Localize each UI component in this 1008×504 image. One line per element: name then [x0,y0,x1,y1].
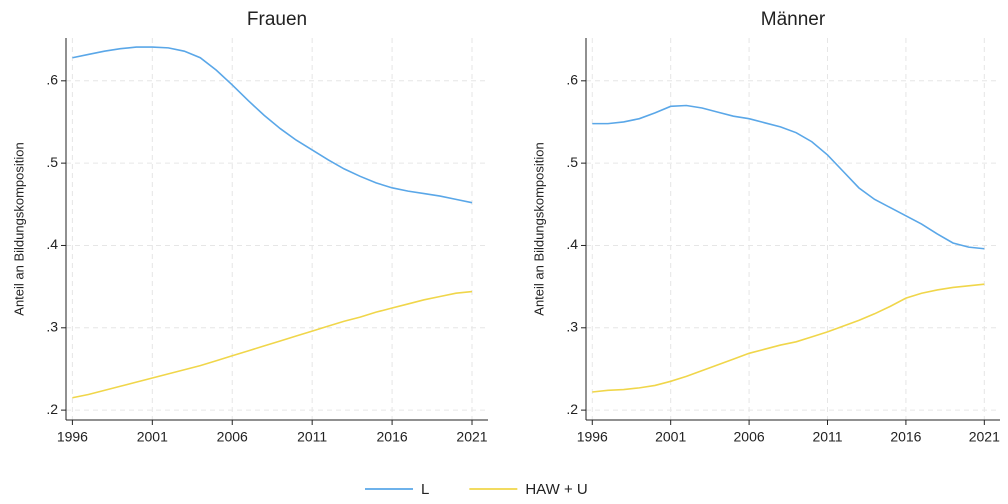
x-tick-label: 2016 [890,429,921,445]
line-series [72,46,473,204]
y-tick-label: .6 [46,72,58,88]
chart-title: Frauen [247,9,307,30]
x-tick-label: 2001 [137,429,168,445]
line-series [592,104,985,250]
x-tick-label: 2006 [217,429,248,445]
y-tick-label: .3 [566,318,578,334]
x-tick-label: 1996 [57,429,88,445]
y-axis-label: Anteil an Bildungskomposition [531,142,546,315]
y-axis-label: Anteil an Bildungskomposition [11,142,26,315]
x-tick-label: 2001 [655,429,686,445]
legend-label: L [421,481,429,498]
y-tick-label: .5 [566,154,578,170]
x-tick-label: 2016 [377,429,408,445]
y-tick-label: .4 [46,236,58,252]
x-tick-label: 2006 [734,429,765,445]
x-tick-label: 2011 [812,429,842,445]
legend-label: HAW + U [525,481,587,498]
y-tick-label: .4 [566,236,578,252]
y-tick-label: .5 [46,154,58,170]
line-series [72,290,473,399]
line-series [592,283,985,393]
y-tick-label: .3 [46,318,58,334]
y-tick-label: .2 [46,401,58,417]
x-tick-label: 2021 [969,429,1000,445]
x-tick-label: 1996 [577,429,608,445]
x-tick-label: 2011 [297,429,327,445]
x-tick-label: 2021 [456,429,487,445]
y-tick-label: .2 [566,401,578,417]
y-tick-label: .6 [566,72,578,88]
chart-title: Männer [761,9,826,30]
